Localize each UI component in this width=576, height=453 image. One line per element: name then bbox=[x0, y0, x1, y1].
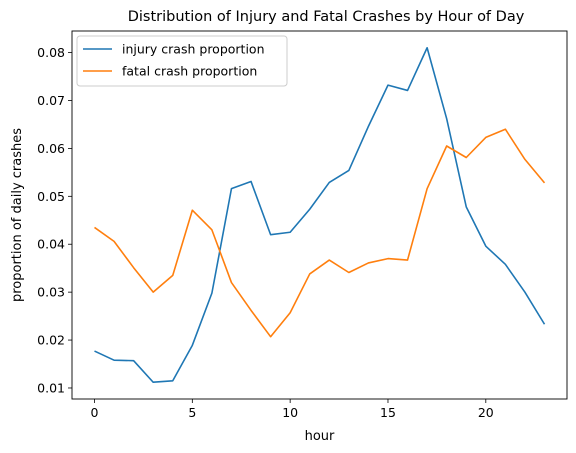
y-axis-title: proportion of daily crashes bbox=[10, 128, 25, 302]
y-tick-label: 0.02 bbox=[37, 333, 65, 348]
x-tick-label: 0 bbox=[91, 405, 99, 420]
y-tick-label: 0.01 bbox=[37, 380, 65, 395]
y-tick-label: 0.03 bbox=[37, 285, 65, 300]
series-line-fatal bbox=[94, 128, 546, 338]
y-tick-label: 0.05 bbox=[37, 189, 65, 204]
legend: injury crash proportion fatal crash propo… bbox=[76, 35, 288, 87]
y-tick-label: 0.06 bbox=[37, 141, 65, 156]
legend-label: injury crash proportion bbox=[122, 42, 265, 57]
series-line-injury bbox=[94, 46, 546, 384]
axes: 0 5 10 15 20 0.01 0.02 0.03 0.04 0.05 0.06 0.07 0.08 bbox=[37, 45, 494, 420]
plot-frame bbox=[71, 30, 568, 400]
chart-title: Distribution of Injury and Fatal Crashes… bbox=[128, 9, 525, 25]
y-tick-label: 0.08 bbox=[37, 45, 65, 60]
x-tick-label: 15 bbox=[380, 405, 396, 420]
y-tick-label: 0.07 bbox=[37, 93, 65, 108]
legend-label: fatal crash proportion bbox=[122, 64, 257, 79]
x-tick-label: 20 bbox=[478, 405, 494, 420]
x-tick-label: 10 bbox=[282, 405, 298, 420]
plot-area bbox=[94, 46, 546, 384]
legend-box bbox=[76, 35, 288, 87]
x-axis-title: hour bbox=[305, 429, 335, 444]
y-tick-label: 0.04 bbox=[37, 237, 65, 252]
x-tick-label: 5 bbox=[188, 405, 196, 420]
